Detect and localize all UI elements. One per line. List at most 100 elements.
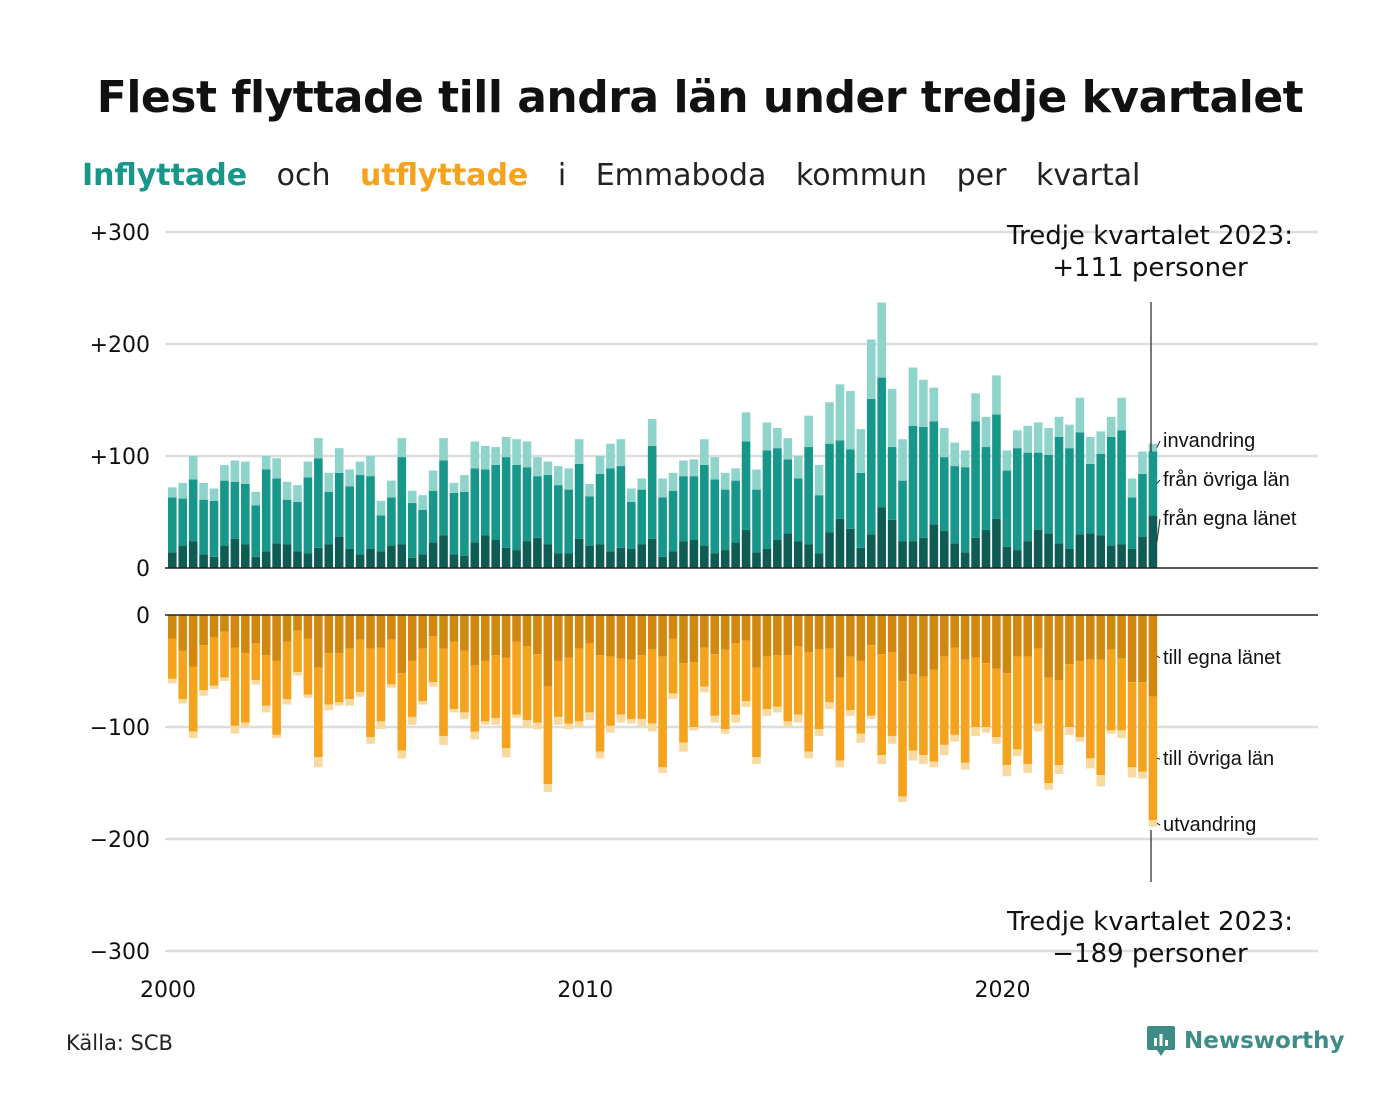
bar-in-invandring: [168, 487, 177, 498]
bar-out-utvandring: [324, 704, 334, 711]
bar-out-utvandring: [366, 737, 375, 744]
bar-out-ovriga-lan: [272, 660, 281, 735]
bar-out-egna-lanet: [334, 615, 344, 654]
bar-out-utvandring: [846, 710, 855, 716]
bar-out-egna-lanet: [428, 615, 438, 637]
bar-out-egna-lanet: [981, 615, 991, 664]
bar-out-utvandring: [220, 677, 229, 682]
bar-in-invandring: [616, 439, 626, 467]
bar-out-egna-lanet: [178, 615, 188, 651]
bar-out-ovriga-lan: [376, 647, 386, 722]
bar-out-ovriga-lan: [731, 643, 740, 715]
bar-out-ovriga-lan: [199, 645, 208, 691]
stack-label-connector: [1156, 757, 1161, 760]
bar-out-egna-lanet: [491, 615, 500, 656]
bar-out-egna-lanet: [971, 615, 980, 658]
bar-out-ovriga-lan: [366, 648, 375, 738]
bar-out-ovriga-lan: [773, 655, 782, 707]
bar-in-ovriga-lan: [814, 495, 824, 554]
bar-in-invandring: [658, 478, 667, 498]
bar-in-ovriga-lan: [710, 479, 720, 554]
bar-in-ovriga-lan: [919, 426, 928, 538]
bar-in-invandring: [783, 438, 793, 460]
bar-out-egna-lanet: [825, 615, 834, 649]
bar-out-egna-lanet: [460, 615, 469, 651]
bar-out-ovriga-lan: [1096, 659, 1106, 776]
bar-in-ovriga-lan: [898, 480, 907, 542]
bar-out-ovriga-lan: [668, 638, 678, 694]
bar-out-ovriga-lan: [908, 674, 918, 751]
subtitle-word: i: [557, 158, 567, 193]
bar-out-utvandring: [595, 751, 605, 759]
bar-out-utvandring: [835, 760, 845, 768]
bar-out-utvandring: [939, 744, 949, 755]
bar-in-ovriga-lan: [679, 476, 688, 542]
bar-out-utvandring: [762, 709, 772, 716]
bar-in-invandring: [856, 429, 866, 473]
bar-in-egna-lanet: [439, 535, 448, 568]
bar-out-ovriga-lan: [960, 659, 970, 763]
bar-out-ovriga-lan: [866, 645, 876, 716]
bar-out-utvandring: [1023, 763, 1033, 773]
bar-out-utvandring: [720, 729, 730, 734]
bar-in-invandring: [668, 472, 678, 491]
bar-out-utvandring: [1012, 749, 1022, 757]
bar-in-ovriga-lan: [877, 377, 886, 508]
bar-out-utvandring: [251, 679, 261, 685]
bar-out-egna-lanet: [501, 615, 511, 658]
bar-in-ovriga-lan: [480, 469, 490, 536]
bar-in-egna-lanet: [1096, 535, 1106, 568]
bar-in-egna-lanet: [1117, 544, 1126, 568]
bar-in-ovriga-lan: [199, 499, 208, 555]
bar-in-invandring: [345, 469, 354, 487]
bar-in-egna-lanet: [533, 537, 542, 568]
bar-in-egna-lanet: [783, 533, 793, 568]
bar-out-ovriga-lan: [251, 643, 261, 680]
bar-out-egna-lanet: [720, 615, 730, 650]
bar-out-ovriga-lan: [814, 649, 824, 730]
bar-in-egna-lanet: [251, 556, 261, 568]
bar-in-invandring: [1117, 397, 1126, 431]
bar-out-utvandring: [1002, 765, 1012, 777]
bar-out-ovriga-lan: [1086, 659, 1095, 759]
y-tick-label: −300: [90, 940, 150, 965]
bar-out-ovriga-lan: [168, 638, 177, 679]
bar-in-invandring: [543, 461, 553, 476]
bar-in-egna-lanet: [314, 547, 323, 568]
bar-in-ovriga-lan: [804, 447, 813, 545]
bar-in-egna-lanet: [1086, 533, 1095, 568]
bar-in-egna-lanet: [512, 550, 521, 568]
bar-in-egna-lanet: [428, 542, 438, 568]
bar-out-ovriga-lan: [1148, 696, 1158, 820]
bar-out-egna-lanet: [846, 615, 855, 657]
bar-in-ovriga-lan: [1106, 436, 1116, 546]
y-tick-label: +300: [90, 221, 150, 246]
bar-in-invandring: [647, 419, 657, 446]
bar-out-egna-lanet: [960, 615, 970, 660]
bar-out-utvandring: [866, 715, 876, 720]
bar-in-ovriga-lan: [439, 460, 448, 536]
bar-in-invandring: [971, 393, 980, 422]
bar-out-egna-lanet: [731, 615, 740, 643]
bar-out-ovriga-lan: [804, 651, 813, 752]
bar-in-ovriga-lan: [992, 414, 1001, 519]
bar-in-invandring: [324, 472, 334, 492]
bar-out-egna-lanet: [553, 615, 563, 661]
bar-out-egna-lanet: [261, 615, 271, 656]
bar-in-ovriga-lan: [793, 478, 803, 542]
bar-in-invandring: [1096, 431, 1106, 454]
bar-out-utvandring: [1138, 771, 1147, 779]
bar-out-egna-lanet: [293, 615, 302, 631]
bar-in-invandring: [501, 436, 511, 458]
bar-in-egna-lanet: [470, 542, 480, 568]
bar-out-ovriga-lan: [209, 637, 219, 686]
bar-out-utvandring: [387, 684, 396, 688]
bar-in-egna-lanet: [178, 545, 188, 568]
bar-out-ovriga-lan: [919, 676, 928, 755]
bar-out-ovriga-lan: [595, 655, 605, 752]
bar-in-egna-lanet: [387, 545, 396, 568]
bar-out-egna-lanet: [700, 615, 709, 648]
bar-in-invandring: [293, 485, 302, 502]
bar-out-utvandring: [741, 701, 751, 707]
bar-in-ovriga-lan: [856, 472, 866, 548]
